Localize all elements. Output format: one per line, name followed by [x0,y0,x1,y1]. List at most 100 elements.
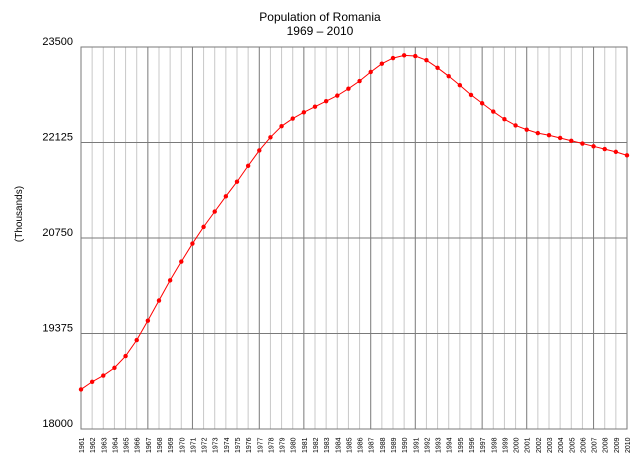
data-point [513,123,518,128]
x-tick-label: 1978 [268,437,275,453]
x-tick-label: 2002 [536,437,543,453]
data-point [145,318,151,323]
x-tick-label: 1980 [291,437,298,453]
x-tick-label: 1977 [257,437,264,453]
data-point [112,365,117,371]
data-point [591,144,596,149]
x-tick-label: 2003 [547,437,554,453]
data-point [268,135,273,140]
data-point [479,101,485,106]
data-point [257,148,262,153]
data-point [379,61,385,66]
x-tick-label: 2004 [558,437,565,453]
y-tick-label: 23500 [42,36,73,48]
data-point [290,116,295,121]
x-tick-label: 2007 [592,437,599,453]
data-point [212,209,217,214]
chart-title: Population of Romania [259,10,381,24]
x-tick-label: 1965 [124,437,131,453]
x-tick-label: 1973 [213,437,220,453]
data-point [468,92,474,98]
x-tick-label: 1999 [502,437,509,453]
data-point [201,224,206,230]
y-axis-label: (Thousands) [14,186,25,242]
x-tick-label: 1971 [190,437,197,453]
data-point [123,353,128,359]
data-point [446,73,451,79]
plot-border [80,46,628,430]
data-point [602,146,607,152]
data-point [435,65,440,71]
data-point [89,379,95,384]
x-tick-label: 2008 [603,437,610,453]
x-tick-label: 1998 [491,437,498,453]
x-tick-label: 1989 [391,437,398,453]
x-tick-label: 1993 [436,437,443,453]
x-tick-label: 1964 [112,437,119,453]
x-tick-label: 2000 [514,437,521,453]
data-point [179,259,184,264]
data-point [312,104,318,109]
x-tick-label: 1984 [335,437,342,453]
x-tick-label: 1969 [168,437,175,453]
data-point [457,83,463,88]
x-tick-label: 1982 [313,437,320,453]
x-tick-label: 1995 [458,437,465,453]
data-point [557,135,563,141]
x-tick-label: 2010 [625,437,632,453]
x-tick-label: 2005 [569,437,576,453]
data-point [245,163,251,168]
data-point [524,127,529,132]
data-point [279,123,284,129]
series-group [78,53,630,392]
x-tick-label: 1970 [179,437,186,453]
data-point [346,86,351,91]
data-point [78,387,84,392]
x-tick-label: 1975 [235,437,242,453]
x-tick-label: 1976 [246,437,253,453]
x-tick-label: 2001 [525,437,532,453]
data-point [167,278,173,283]
data-point [413,53,418,59]
x-tick-label: 2006 [580,437,587,453]
data-point [134,337,139,343]
grid [80,46,628,430]
x-tick-label: 1966 [135,437,142,453]
data-point [368,69,373,75]
data-point [223,194,229,199]
data-point [156,298,162,303]
data-point [546,133,552,138]
x-tick-label: 2009 [614,437,621,453]
x-tick-label: 1981 [302,437,309,453]
data-point [390,55,396,61]
x-tick-label: 1985 [346,437,353,453]
data-point [569,138,574,143]
y-tick-label: 19375 [42,323,73,335]
data-point [491,109,496,114]
data-point [357,78,362,84]
data-point [424,57,429,63]
x-tick-label: 1972 [202,437,209,453]
x-tick-label: 1987 [369,437,376,453]
data-point [613,149,619,155]
y-ticks: 23500 22125 20750 19375 18000 [42,36,73,430]
x-tick-label: 1962 [90,437,97,453]
data-point [535,130,541,136]
x-tick-label: 1992 [424,437,431,453]
x-tick-label: 1974 [224,437,231,453]
x-tick-label: 1997 [480,437,487,453]
x-tick-label: 1963 [101,437,108,453]
data-point [502,117,507,122]
y-tick-label: 18000 [42,418,73,430]
x-tick-label: 1983 [324,437,331,453]
chart-subtitle: 1969 – 2010 [287,24,354,38]
x-tick-label: 1994 [447,437,454,453]
x-tick-label: 1996 [469,437,476,453]
data-point [580,141,585,146]
x-tick-label: 1967 [146,437,153,453]
data-point [624,153,630,158]
data-point [301,110,307,115]
data-point [323,98,329,104]
